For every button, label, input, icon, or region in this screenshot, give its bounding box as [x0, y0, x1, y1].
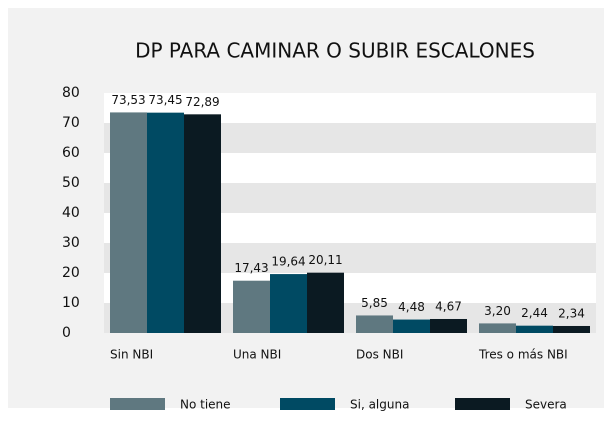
x-tick-label: Dos NBI [356, 348, 403, 362]
value-label: 20,11 [308, 253, 342, 267]
legend-label: No tiene [180, 398, 231, 412]
bar [430, 318, 467, 333]
value-label: 4,48 [398, 300, 425, 314]
legend-swatch [110, 398, 165, 410]
bar [516, 325, 553, 333]
bar [147, 112, 184, 334]
legend-swatch [280, 398, 335, 410]
y-tick-label: 10 [62, 295, 80, 311]
chart-title: DP PARA CAMINAR O SUBIR ESCALONES [135, 39, 535, 63]
legend-label: Severa [525, 398, 567, 412]
value-label: 3,20 [484, 304, 511, 318]
legend-swatch [455, 398, 510, 410]
x-tick-label: Una NBI [233, 348, 281, 362]
y-tick-label: 0 [62, 325, 71, 341]
value-label: 73,53 [111, 93, 145, 107]
value-label: 17,43 [234, 261, 268, 275]
value-label: 2,44 [521, 306, 548, 320]
bar [270, 274, 307, 333]
y-tick-label: 20 [62, 265, 80, 281]
bar [479, 323, 516, 333]
y-tick-label: 80 [62, 85, 80, 101]
value-label: 2,34 [558, 306, 585, 320]
bar [307, 272, 344, 333]
y-tick-label: 50 [62, 175, 80, 191]
y-tick-label: 30 [62, 235, 80, 251]
value-label: 5,85 [361, 296, 388, 310]
value-label: 72,89 [185, 95, 219, 109]
bar [110, 112, 147, 333]
bar [553, 325, 590, 333]
bar [184, 114, 221, 333]
value-label: 19,64 [271, 255, 305, 269]
legend-label: Si, alguna [350, 398, 409, 412]
value-label: 4,67 [435, 299, 462, 313]
bar [393, 319, 430, 333]
y-tick-label: 40 [62, 205, 80, 221]
y-tick-label: 60 [62, 145, 80, 161]
x-tick-label: Sin NBI [110, 348, 153, 362]
value-label: 73,45 [148, 93, 182, 107]
bar [356, 315, 393, 333]
bar [233, 280, 270, 333]
y-tick-label: 70 [62, 115, 80, 131]
x-tick-label: Tres o más NBI [478, 348, 568, 362]
